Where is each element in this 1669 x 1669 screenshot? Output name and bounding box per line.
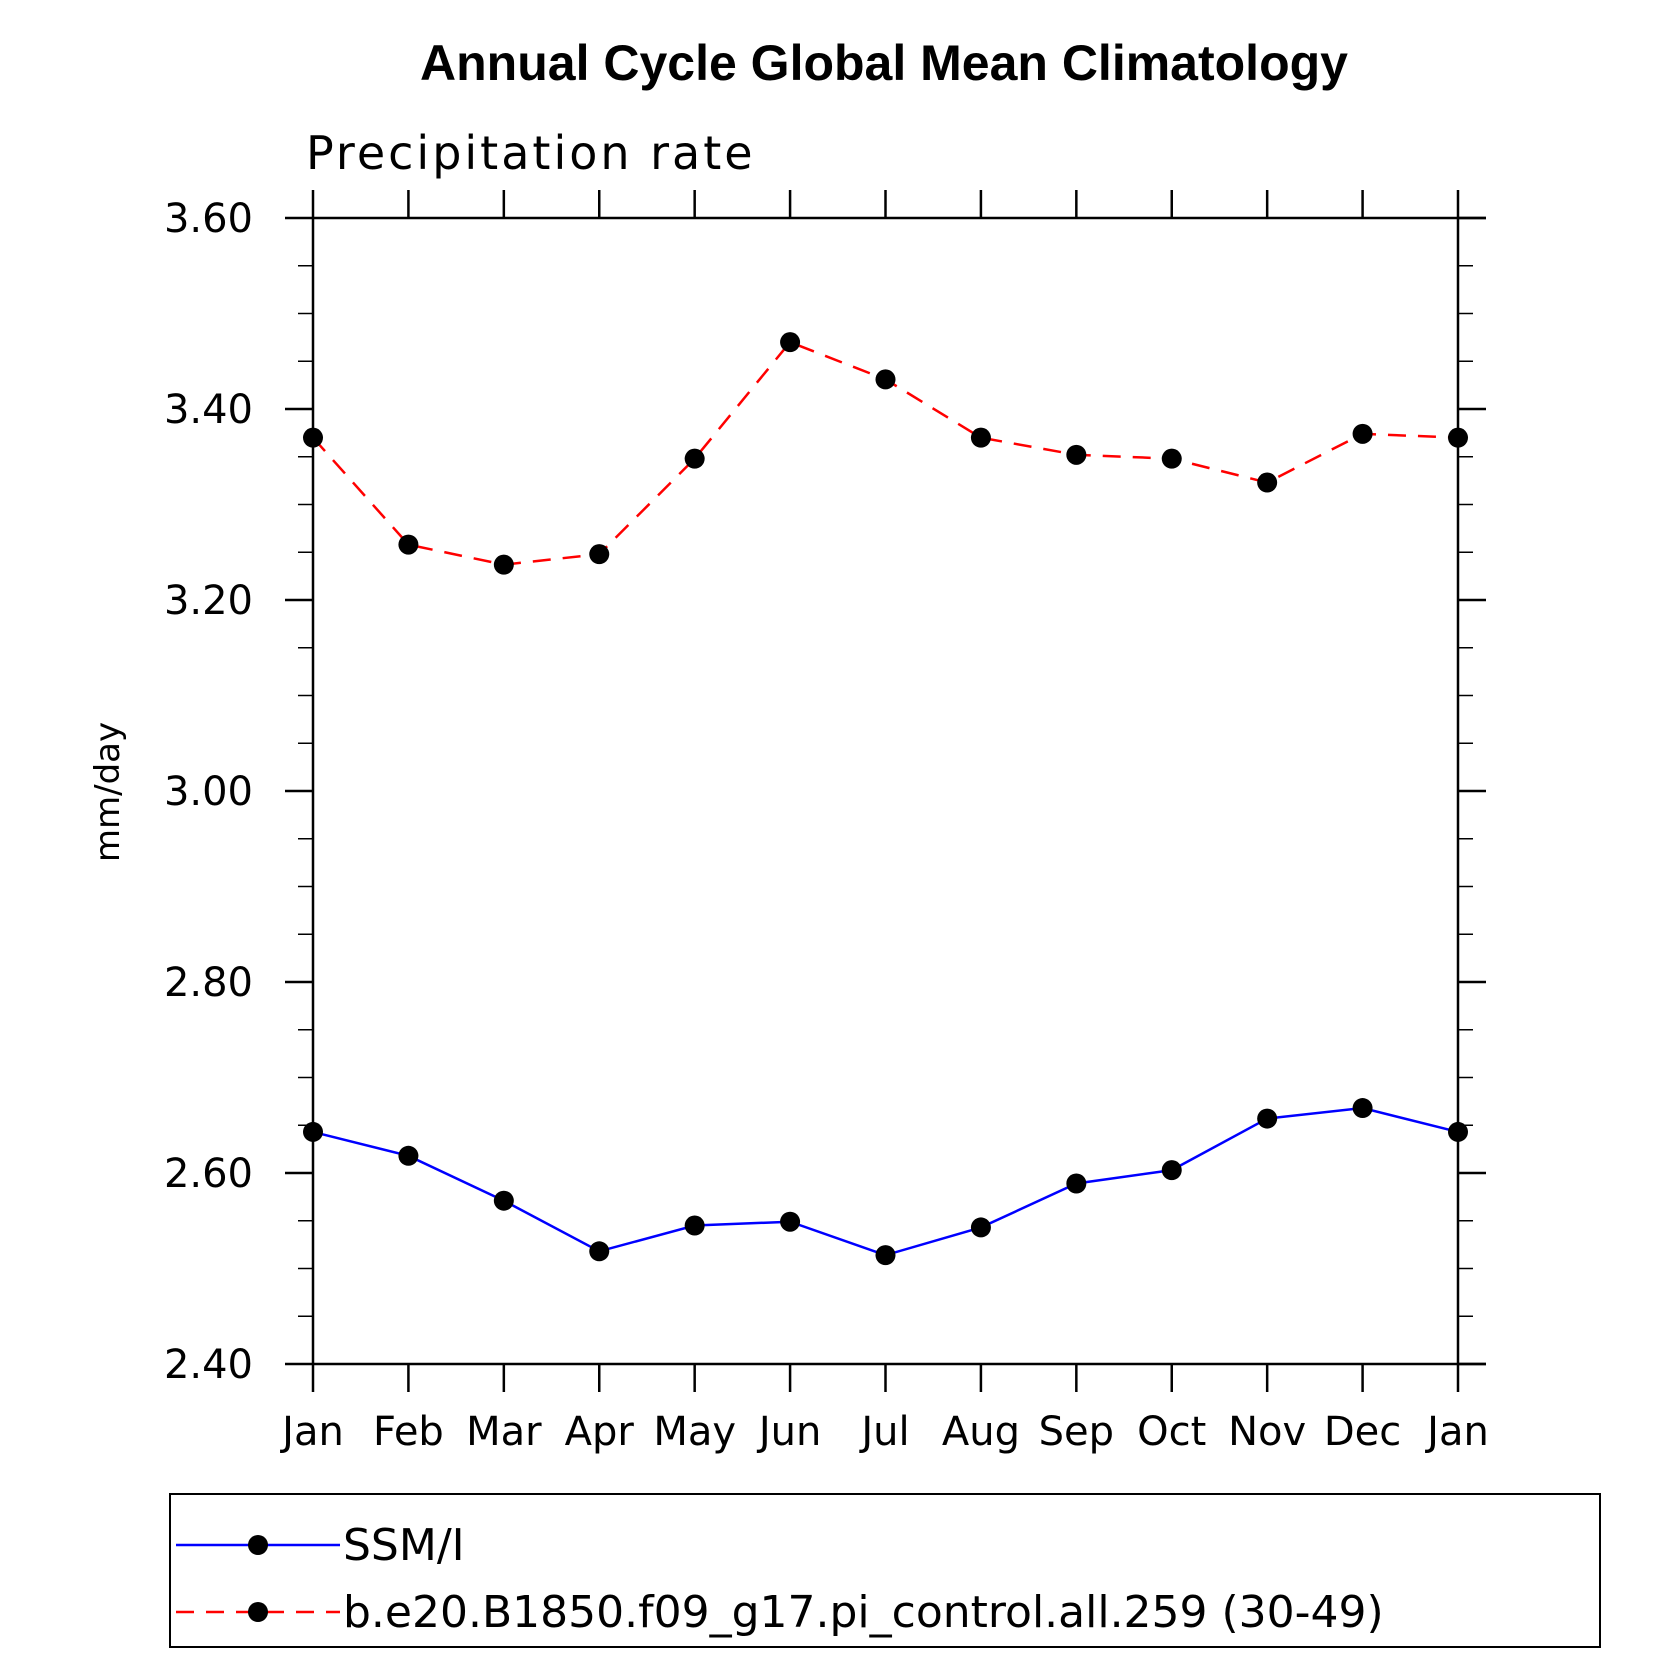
- series-1-point: [303, 427, 323, 448]
- series-1-point: [1161, 448, 1182, 469]
- x-tick-label: Jan: [1424, 1409, 1489, 1455]
- series-1-point: [1257, 472, 1278, 493]
- series-1-point: [970, 427, 991, 448]
- x-tick-label: Sep: [1039, 1409, 1114, 1455]
- x-tick-label: Aug: [942, 1409, 1020, 1455]
- series-0-point: [1352, 1098, 1373, 1119]
- y-tick-label: 2.60: [164, 1151, 253, 1197]
- series-1-point: [684, 448, 705, 469]
- series-0-point: [493, 1190, 514, 1211]
- series-1-point: [1352, 423, 1373, 444]
- legend-label-0: SSM/I: [343, 1520, 465, 1571]
- series-0-point: [684, 1215, 705, 1236]
- x-tick-label: Jul: [858, 1409, 909, 1455]
- series-0-point: [1257, 1108, 1278, 1129]
- x-tick-label: Jan: [279, 1409, 344, 1455]
- series-1-point: [1066, 444, 1087, 465]
- series-line-0: [312, 1106, 1459, 1257]
- x-tick-label: Dec: [1324, 1409, 1401, 1455]
- x-tick-label: Nov: [1228, 1409, 1306, 1455]
- x-tick-label: Apr: [565, 1409, 635, 1455]
- series-0-point: [1066, 1173, 1087, 1194]
- x-tick-label: Mar: [466, 1409, 542, 1455]
- x-tick-label: Jun: [756, 1409, 822, 1455]
- series-1-point: [875, 369, 896, 390]
- chart-title: Annual Cycle Global Mean Climatology: [420, 35, 1348, 91]
- series-0-point: [589, 1241, 610, 1262]
- y-tick-label: 2.80: [164, 960, 253, 1006]
- series-1-point: [780, 332, 801, 353]
- series-0-point: [1448, 1121, 1468, 1142]
- y-tick-label: 3.20: [164, 578, 253, 624]
- series-0-point: [780, 1211, 801, 1232]
- series-0-point: [875, 1245, 896, 1266]
- axes: 2.40 2.60 2.80 3.00 3.20 3.40 3.60 Jan Feb Mar Apr…: [164, 190, 1489, 1455]
- legend-box: [169, 1493, 1601, 1648]
- x-tick-label: Oct: [1137, 1409, 1206, 1455]
- y-tick-label: 3.60: [164, 196, 253, 242]
- chart-subtitle: Precipitation rate: [306, 126, 756, 180]
- series-0-point: [303, 1121, 323, 1142]
- legend-marker-1: [248, 1602, 268, 1622]
- y-axis-label: mm/day: [88, 722, 128, 862]
- legend-label-1: b.e20.B1850.f09_g17.pi_control.all.259 (…: [343, 1587, 1384, 1638]
- y-tick-label: 2.40: [164, 1342, 253, 1388]
- series-layer: [303, 332, 1468, 1266]
- y-tick-label: 3.00: [164, 769, 253, 815]
- series-1-point: [398, 534, 419, 555]
- series-0-point: [1161, 1160, 1182, 1181]
- x-tick-label: Feb: [373, 1409, 444, 1455]
- legend: SSM/I b.e20.B1850.f09_g17.pi_control.all.…: [176, 1520, 1384, 1638]
- series-0-point: [398, 1145, 419, 1166]
- legend-marker-0: [248, 1535, 268, 1555]
- series-0-point: [970, 1217, 991, 1238]
- x-tick-label: May: [653, 1409, 736, 1455]
- series-1-point: [589, 544, 610, 565]
- series-1-point: [493, 554, 514, 575]
- y-tick-label: 3.40: [164, 387, 253, 433]
- series-1-point: [1448, 427, 1468, 448]
